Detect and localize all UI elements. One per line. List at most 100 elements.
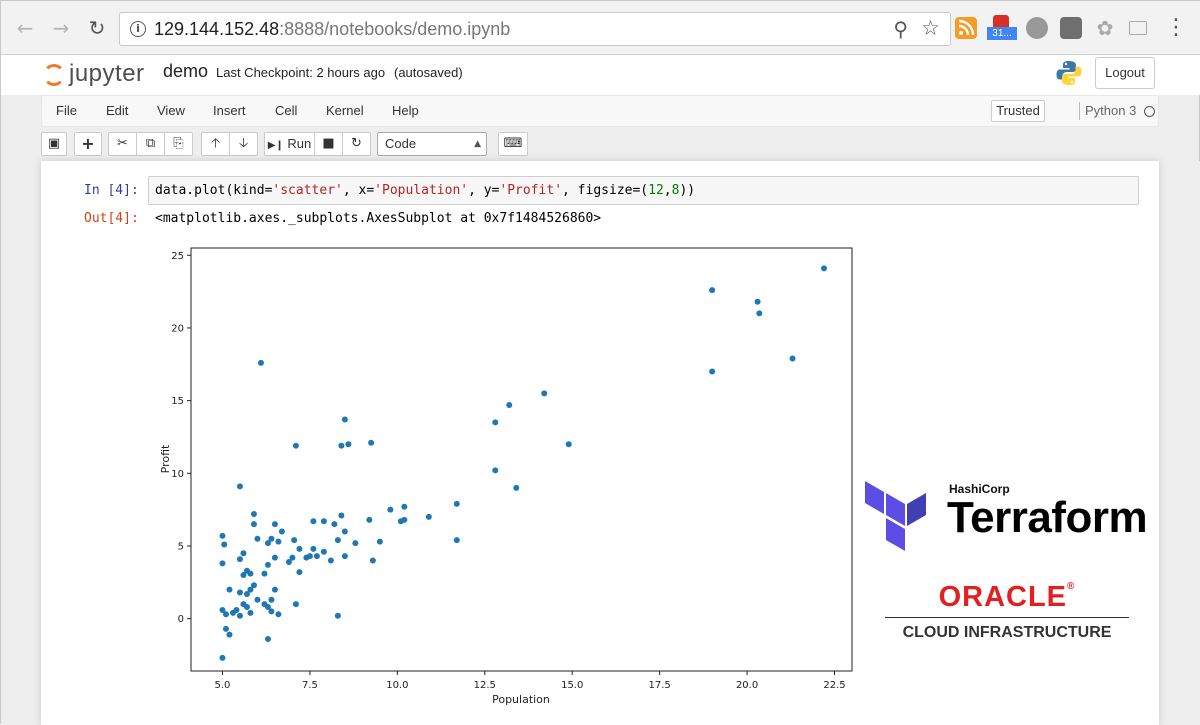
- jupyter-logo-text: jupyter: [69, 60, 145, 87]
- address-bar[interactable]: i 129.144.152.48:8888/notebooks/demo.ipy…: [119, 12, 951, 46]
- menu-cell[interactable]: Cell: [275, 103, 298, 118]
- scatter-point: [250, 511, 257, 518]
- run-label: Run: [287, 136, 312, 151]
- scatter-point: [345, 441, 352, 448]
- move-down-button[interactable]: 🡣: [229, 132, 258, 156]
- scatter-point: [240, 572, 247, 579]
- jupyter-logo[interactable]: jupyter: [43, 58, 163, 92]
- scatter-point: [289, 554, 296, 561]
- cast-extension-icon[interactable]: [1129, 21, 1147, 35]
- scatter-point: [352, 540, 359, 547]
- menu-help[interactable]: Help: [392, 103, 419, 118]
- scatter-point: [296, 569, 303, 576]
- restart-button[interactable]: ↻: [342, 132, 371, 156]
- arrow-up-icon: 🡡: [210, 136, 221, 151]
- more-vertical-icon[interactable]: ⋮: [1165, 15, 1187, 40]
- scatter-point: [341, 416, 348, 423]
- code-string: 'Population': [374, 183, 469, 198]
- scatter-point: [291, 537, 298, 544]
- cut-button[interactable]: ✂: [108, 132, 137, 156]
- x-tick-label: 17.5: [649, 680, 671, 691]
- scatter-point: [327, 557, 334, 564]
- scatter-point: [425, 513, 432, 520]
- x-axis-label: Population: [492, 693, 550, 706]
- scatter-point: [222, 611, 229, 618]
- menu-edit[interactable]: Edit: [106, 103, 129, 118]
- copy-button[interactable]: ⧉: [136, 132, 165, 156]
- scatter-point: [453, 500, 460, 507]
- menu-bar: File Edit View Insert Cell Kernel Help T…: [41, 95, 1159, 127]
- scatter-point: [236, 483, 243, 490]
- paw-extension-icon[interactable]: ✿: [1096, 16, 1114, 40]
- back-arrow-icon[interactable]: ←: [16, 16, 34, 40]
- scatter-point: [310, 518, 317, 525]
- url-host: 129.144.152.48: [154, 19, 280, 39]
- autosave-status: (autosaved): [394, 65, 463, 80]
- notebook-toolbar: ▣ + ✂ ⧉ ⎘ 🡡 🡣 ▶❙ Run ■ ↻ Code ▲ ⌨: [41, 132, 941, 156]
- save-button[interactable]: ▣: [41, 132, 67, 156]
- insert-cell-button[interactable]: +: [74, 132, 102, 156]
- restart-icon: ↻: [351, 136, 362, 151]
- scatter-point: [275, 611, 282, 618]
- gear-extension-icon[interactable]: [1026, 17, 1048, 39]
- jupyter-header: jupyter demo Last Checkpoint: 2 hours ag…: [1, 55, 1200, 95]
- scatter-point: [754, 298, 761, 305]
- scatter-points: [219, 265, 828, 661]
- run-button[interactable]: ▶❙ Run: [264, 132, 315, 156]
- scissors-icon: ✂: [117, 136, 128, 151]
- code-cell-editor[interactable]: data.plot(kind='scatter', x='Population'…: [148, 176, 1139, 205]
- scatter-point: [278, 528, 285, 535]
- bookmark-star-icon[interactable]: ☆: [921, 16, 940, 40]
- info-icon[interactable]: i: [130, 21, 146, 37]
- scatter-point: [250, 521, 257, 528]
- scatter-point: [247, 586, 254, 593]
- kernel-name[interactable]: Python 3: [1085, 103, 1137, 118]
- cell-type-select[interactable]: Code ▲: [377, 132, 487, 156]
- oracle-cloud-logo: ORACLE® CLOUD INFRASTRUCTURE: [885, 581, 1135, 647]
- interrupt-button[interactable]: ■: [314, 132, 343, 156]
- arrow-down-icon: 🡣: [238, 136, 249, 151]
- scatter-point: [320, 518, 327, 525]
- scatter-point: [453, 537, 460, 544]
- scatter-point: [271, 521, 278, 528]
- calendar-extension-icon[interactable]: 31...: [987, 15, 1017, 40]
- move-up-button[interactable]: 🡡: [201, 132, 230, 156]
- scatter-point: [296, 545, 303, 552]
- notebook-name[interactable]: demo: [163, 61, 209, 81]
- trusted-indicator[interactable]: Trusted: [991, 100, 1045, 122]
- url-text[interactable]: 129.144.152.48:8888/notebooks/demo.ipynb: [154, 19, 510, 40]
- scatter-point: [565, 441, 572, 448]
- kernel-idle-icon: [1144, 106, 1155, 117]
- paste-button[interactable]: ⎘: [164, 132, 193, 156]
- scatter-point: [268, 608, 275, 615]
- menu-view[interactable]: View: [157, 103, 185, 118]
- cloud-infrastructure-text: CLOUD INFRASTRUCTURE: [902, 624, 1112, 641]
- command-palette-button[interactable]: ⌨: [498, 132, 528, 156]
- scatter-point: [338, 512, 345, 519]
- plus-icon: +: [81, 134, 95, 153]
- reload-icon[interactable]: ↻: [88, 16, 106, 40]
- forward-arrow-icon[interactable]: →: [52, 16, 70, 40]
- plot-area: [190, 247, 853, 672]
- scatter-point: [219, 654, 226, 661]
- scatter-point: [254, 596, 261, 603]
- logout-button[interactable]: Logout: [1095, 57, 1155, 89]
- scatter-point: [401, 503, 408, 510]
- menu-insert[interactable]: Insert: [213, 103, 246, 118]
- terraform-logo: HashiCorp Terraform: [863, 479, 1163, 559]
- scatter-point: [541, 390, 548, 397]
- scatter-point: [341, 528, 348, 535]
- scatter-point: [334, 612, 341, 619]
- zoom-icon[interactable]: ⚲: [893, 17, 908, 41]
- menu-kernel[interactable]: Kernel: [326, 103, 364, 118]
- scatter-point: [513, 484, 520, 491]
- menu-file[interactable]: File: [56, 103, 77, 118]
- scatter-point: [261, 570, 268, 577]
- code-string: 'scatter': [272, 183, 343, 198]
- square-extension-icon[interactable]: [1060, 17, 1082, 39]
- rss-extension-icon[interactable]: [955, 17, 977, 39]
- scatter-point: [320, 548, 327, 555]
- terraform-text: Terraform: [947, 493, 1148, 542]
- y-tick-label: 5: [178, 541, 184, 552]
